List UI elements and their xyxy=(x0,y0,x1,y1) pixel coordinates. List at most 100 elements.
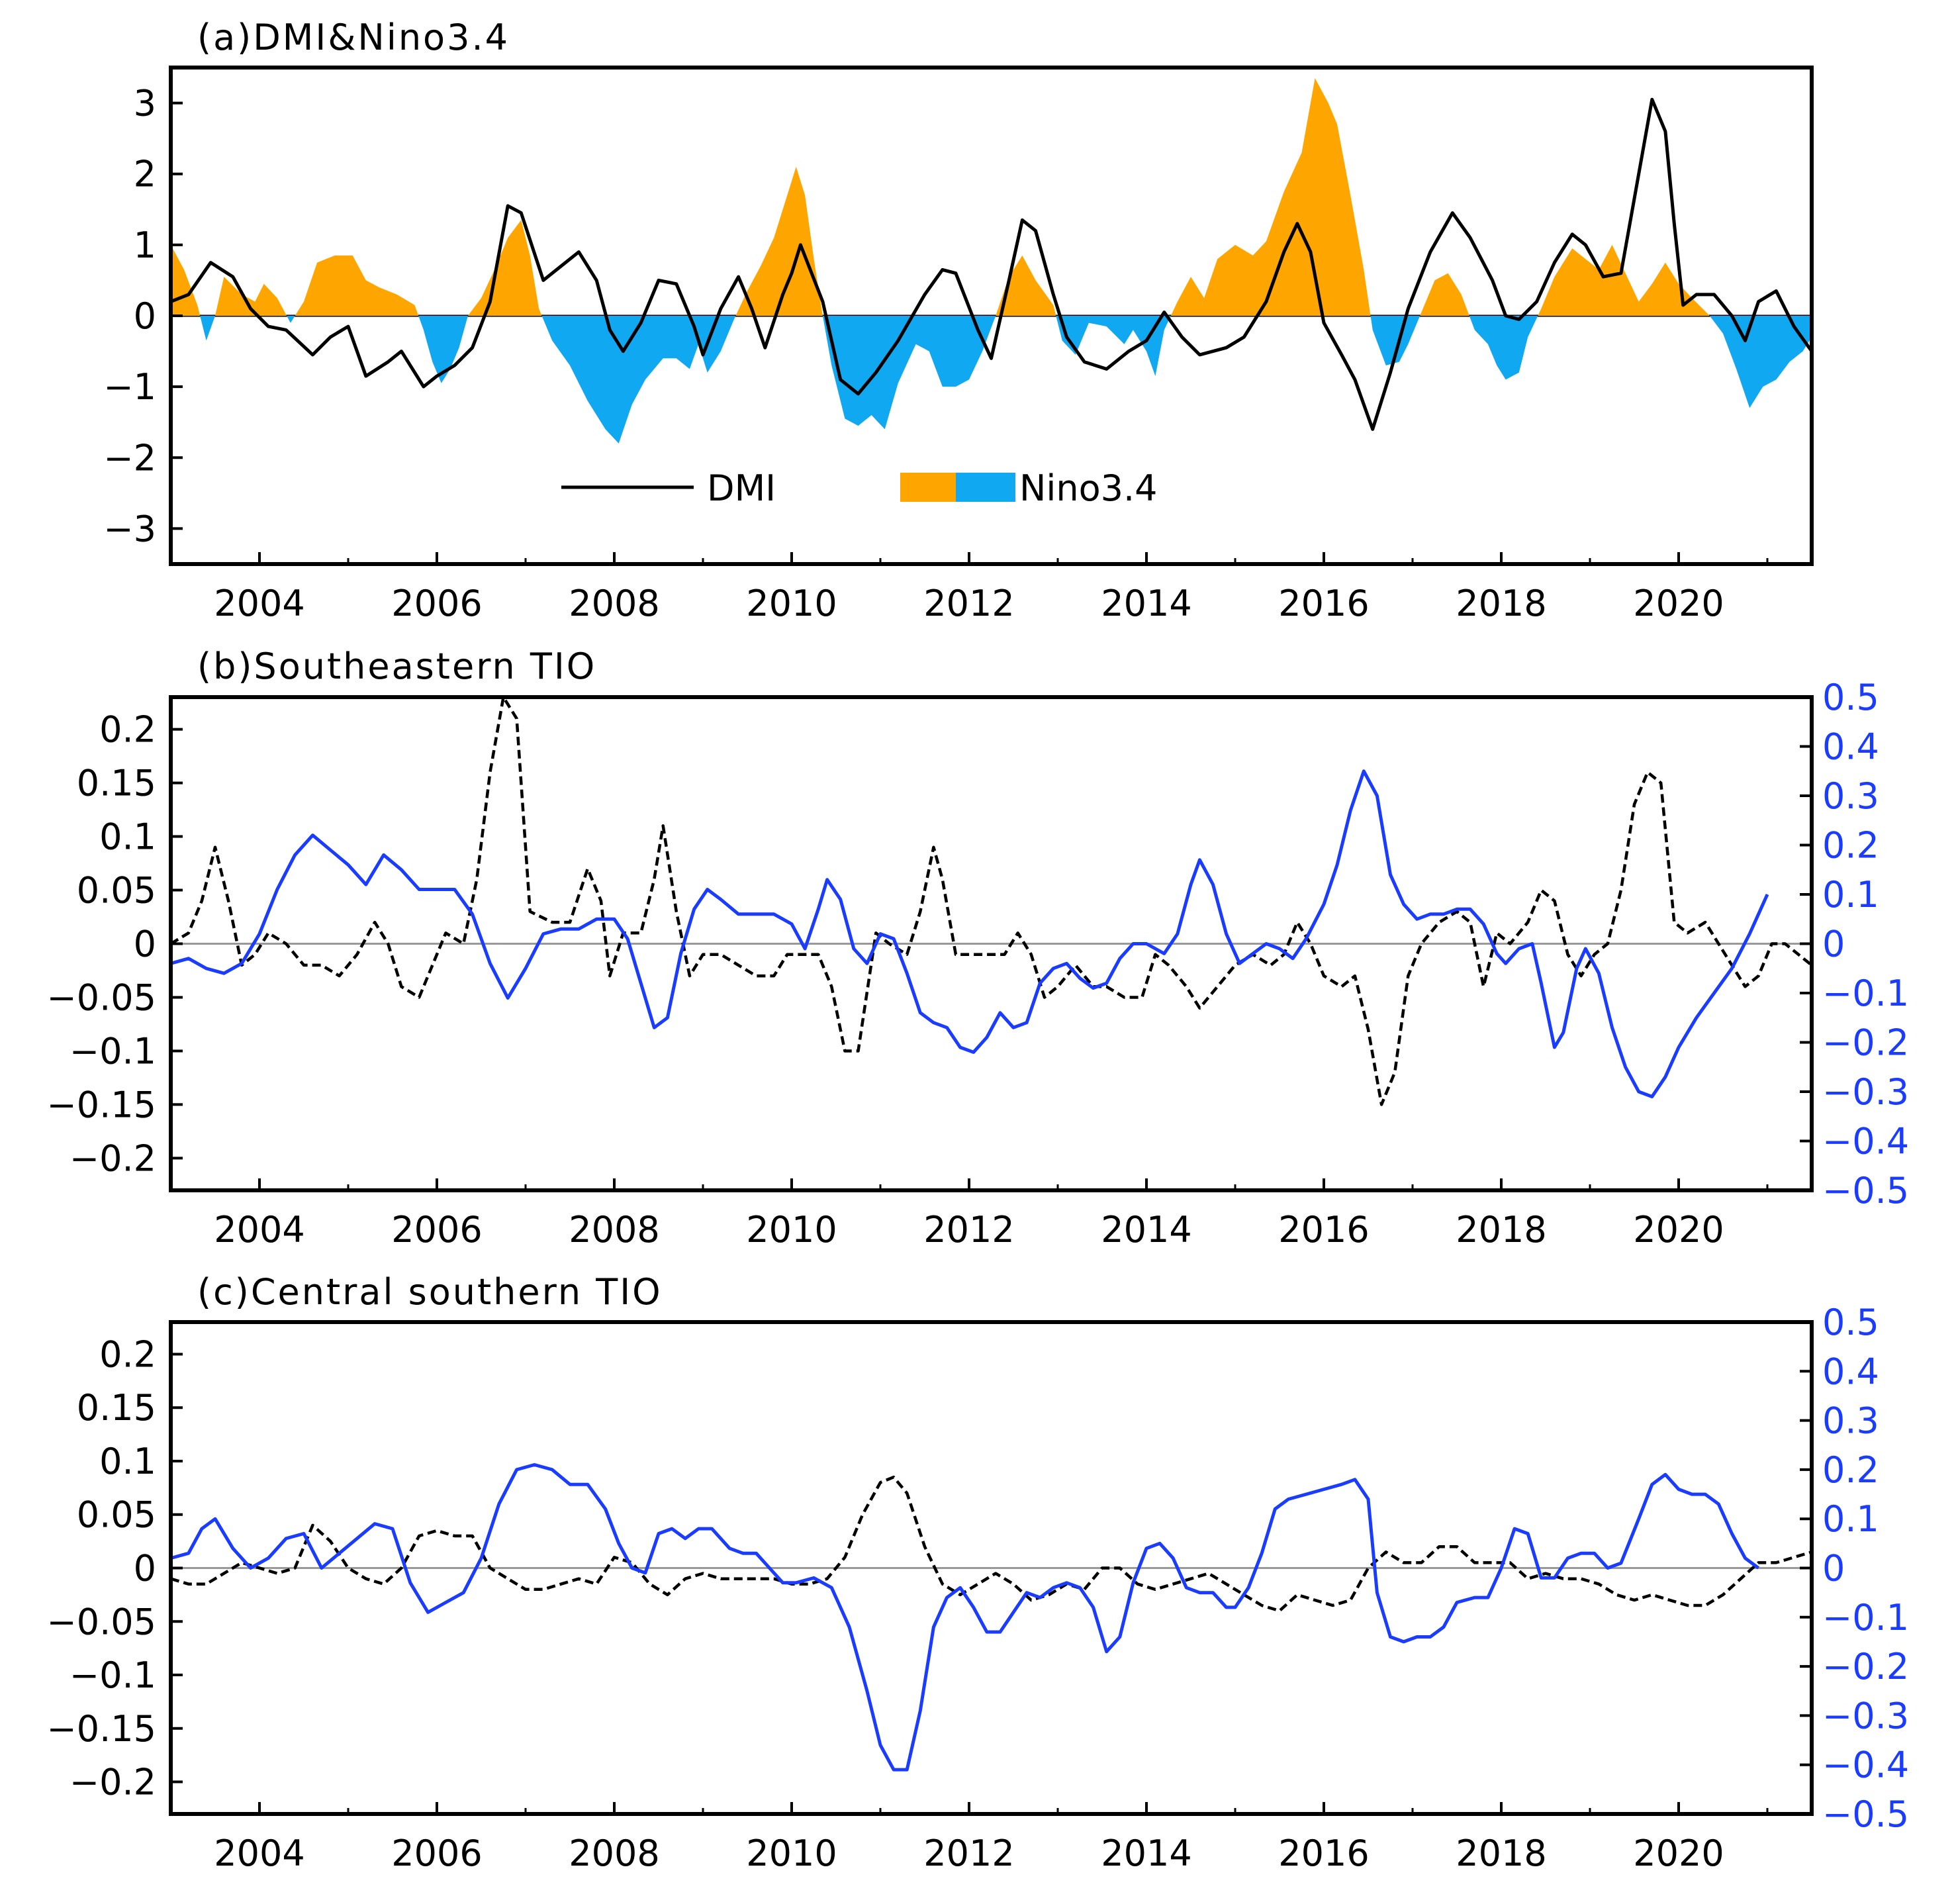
legend-nino-swatch-negative xyxy=(956,473,1015,502)
y2-tick-label: −0.2 xyxy=(1822,1022,1909,1064)
y-tick-label: 0.2 xyxy=(99,709,156,751)
x-tick-label: 2004 xyxy=(214,1209,304,1251)
x-tick-label: 2020 xyxy=(1633,583,1724,624)
x-tick-label: 2014 xyxy=(1101,1833,1191,1874)
y2-tick-label: 0 xyxy=(1822,924,1845,965)
y-tick-label: −1 xyxy=(103,366,156,408)
y-tick-label: 0.2 xyxy=(99,1333,156,1375)
y2-tick-label: 0.2 xyxy=(1822,1449,1879,1491)
panel-c-dashed-line xyxy=(170,1475,1812,1613)
nino34-positive-area xyxy=(171,78,1812,316)
panel-c-title: (c)Central southern TIO xyxy=(197,1271,663,1313)
x-tick-label: 2020 xyxy=(1633,1833,1724,1874)
y2-tick-label: 0.3 xyxy=(1822,775,1879,817)
y2-tick-label: −0.3 xyxy=(1822,1695,1909,1737)
x-tick-label: 2004 xyxy=(214,1833,304,1874)
y-tick-label: 0.1 xyxy=(99,1441,156,1482)
dmi-line xyxy=(170,97,1814,431)
panel-c-left-y-ticks: −0.2 −0.15 −0.1 −0.05 0 0.05 0.1 0.15 0.2 xyxy=(47,1333,183,1803)
x-tick-label: 2006 xyxy=(391,583,482,624)
panel-b-title: (b)Southeastern TIO xyxy=(197,645,596,687)
panel-c-x-ticks: 2004 2006 2008 2010 2012 2014 2016 2018 2020 xyxy=(169,1802,1769,1874)
nino34-negative-area xyxy=(171,316,1812,444)
panel-a-y-ticks: −3 −2 −1 0 1 2 3 xyxy=(103,83,183,549)
y2-tick-label: 0.2 xyxy=(1822,825,1879,867)
y-tick-label: 0.05 xyxy=(77,870,156,912)
panel-c-frame xyxy=(169,1320,1814,1816)
y-tick-label: −0.1 xyxy=(70,1030,156,1072)
y-tick-label: 0.1 xyxy=(99,816,156,858)
panel-c-blue-line xyxy=(170,1463,1760,1772)
y-tick-label: −0.2 xyxy=(70,1762,156,1803)
y2-tick-label: −0.1 xyxy=(1822,973,1909,1014)
panel-b-dashed-line xyxy=(169,695,1813,1106)
y-tick-label: −2 xyxy=(103,437,156,479)
panel-a-title: (a)DMI&Nino3.4 xyxy=(197,17,510,58)
x-tick-label: 2018 xyxy=(1456,1833,1546,1874)
legend-nino-label: Nino3.4 xyxy=(1019,467,1158,509)
y2-tick-label: −0.3 xyxy=(1822,1071,1909,1113)
y-tick-label: 0 xyxy=(134,295,156,337)
y2-tick-label: −0.1 xyxy=(1822,1597,1909,1639)
x-tick-label: 2012 xyxy=(923,1833,1014,1874)
panel-b-right-y-ticks: −0.5 −0.4 −0.3 −0.2 −0.1 0 0.1 0.2 0.3 0.4 0.5 xyxy=(1800,677,1909,1212)
y-tick-label: −0.15 xyxy=(47,1708,156,1750)
y-tick-label: −3 xyxy=(103,508,156,549)
x-tick-label: 2008 xyxy=(569,1209,659,1251)
x-tick-label: 2006 xyxy=(391,1209,482,1251)
y-tick-label: 0 xyxy=(134,1548,156,1590)
y-tick-label: 2 xyxy=(134,154,156,195)
y2-tick-label: 0.3 xyxy=(1822,1400,1879,1442)
y-tick-label: −0.15 xyxy=(47,1084,156,1125)
y2-tick-label: 0 xyxy=(1822,1548,1845,1590)
x-tick-label: 2010 xyxy=(746,1833,837,1874)
y-tick-label: −0.05 xyxy=(47,976,156,1018)
y2-tick-label: −0.5 xyxy=(1822,1793,1909,1835)
y-tick-label: 0.15 xyxy=(77,763,156,804)
x-tick-label: 2008 xyxy=(569,583,659,624)
y2-tick-label: −0.4 xyxy=(1822,1744,1909,1786)
y2-tick-label: 0.4 xyxy=(1822,726,1879,768)
x-tick-label: 2008 xyxy=(569,1833,659,1874)
x-tick-label: 2014 xyxy=(1101,1209,1191,1251)
x-tick-label: 2006 xyxy=(391,1833,482,1874)
x-tick-label: 2018 xyxy=(1456,583,1546,624)
y-tick-label: 0.05 xyxy=(77,1494,156,1536)
x-tick-label: 2014 xyxy=(1101,583,1191,624)
y2-tick-label: 0.1 xyxy=(1822,1498,1879,1540)
panel-a-x-ticks: 2004 2006 2008 2010 2012 2014 2016 2018 2020 xyxy=(169,552,1769,624)
panel-b-blue-line xyxy=(170,769,1769,1098)
y-tick-label: 3 xyxy=(134,83,156,124)
x-tick-label: 2016 xyxy=(1278,1833,1369,1874)
panel-b-x-ticks: 2004 2006 2008 2010 2012 2014 2016 2018 2020 xyxy=(169,1178,1769,1251)
panel-b-frame xyxy=(169,695,1814,1192)
x-tick-label: 2018 xyxy=(1456,1209,1546,1251)
x-tick-label: 2010 xyxy=(746,1209,837,1251)
y-tick-label: −0.05 xyxy=(47,1601,156,1642)
y2-tick-label: 0.5 xyxy=(1822,1302,1879,1343)
panel-c-right-y-ticks: −0.5 −0.4 −0.3 −0.2 −0.1 0 0.1 0.2 0.3 0.4 0.5 xyxy=(1800,1302,1909,1835)
panel-a-frame xyxy=(169,66,1814,566)
x-tick-label: 2004 xyxy=(214,583,304,624)
y2-tick-label: −0.5 xyxy=(1822,1170,1909,1212)
panel-c: (c)Central southern TIO −0.2−0.15−0.1−0.… xyxy=(47,1271,1910,1874)
y-tick-label: 1 xyxy=(134,224,156,266)
y2-tick-label: −0.2 xyxy=(1822,1646,1909,1688)
legend-dmi-label: DMI xyxy=(707,467,776,509)
y2-tick-label: −0.4 xyxy=(1822,1121,1909,1163)
y2-tick-label: 0.1 xyxy=(1822,874,1879,916)
x-tick-label: 2012 xyxy=(923,583,1014,624)
y-tick-label: 0 xyxy=(134,924,156,965)
x-tick-label: 2012 xyxy=(923,1209,1014,1251)
y-tick-label: −0.1 xyxy=(70,1654,156,1696)
x-tick-label: 2020 xyxy=(1633,1209,1724,1251)
x-tick-label: 2010 xyxy=(746,583,837,624)
panel-b-left-y-ticks: −0.2 −0.15 −0.1 −0.05 0 0.05 0.1 0.15 0.2 xyxy=(47,709,183,1179)
legend-nino-swatch-positive xyxy=(900,473,956,502)
y2-tick-label: 0.4 xyxy=(1822,1351,1879,1392)
y-tick-label: −0.2 xyxy=(70,1137,156,1179)
y2-tick-label: 0.5 xyxy=(1822,677,1879,718)
x-tick-label: 2016 xyxy=(1278,583,1369,624)
